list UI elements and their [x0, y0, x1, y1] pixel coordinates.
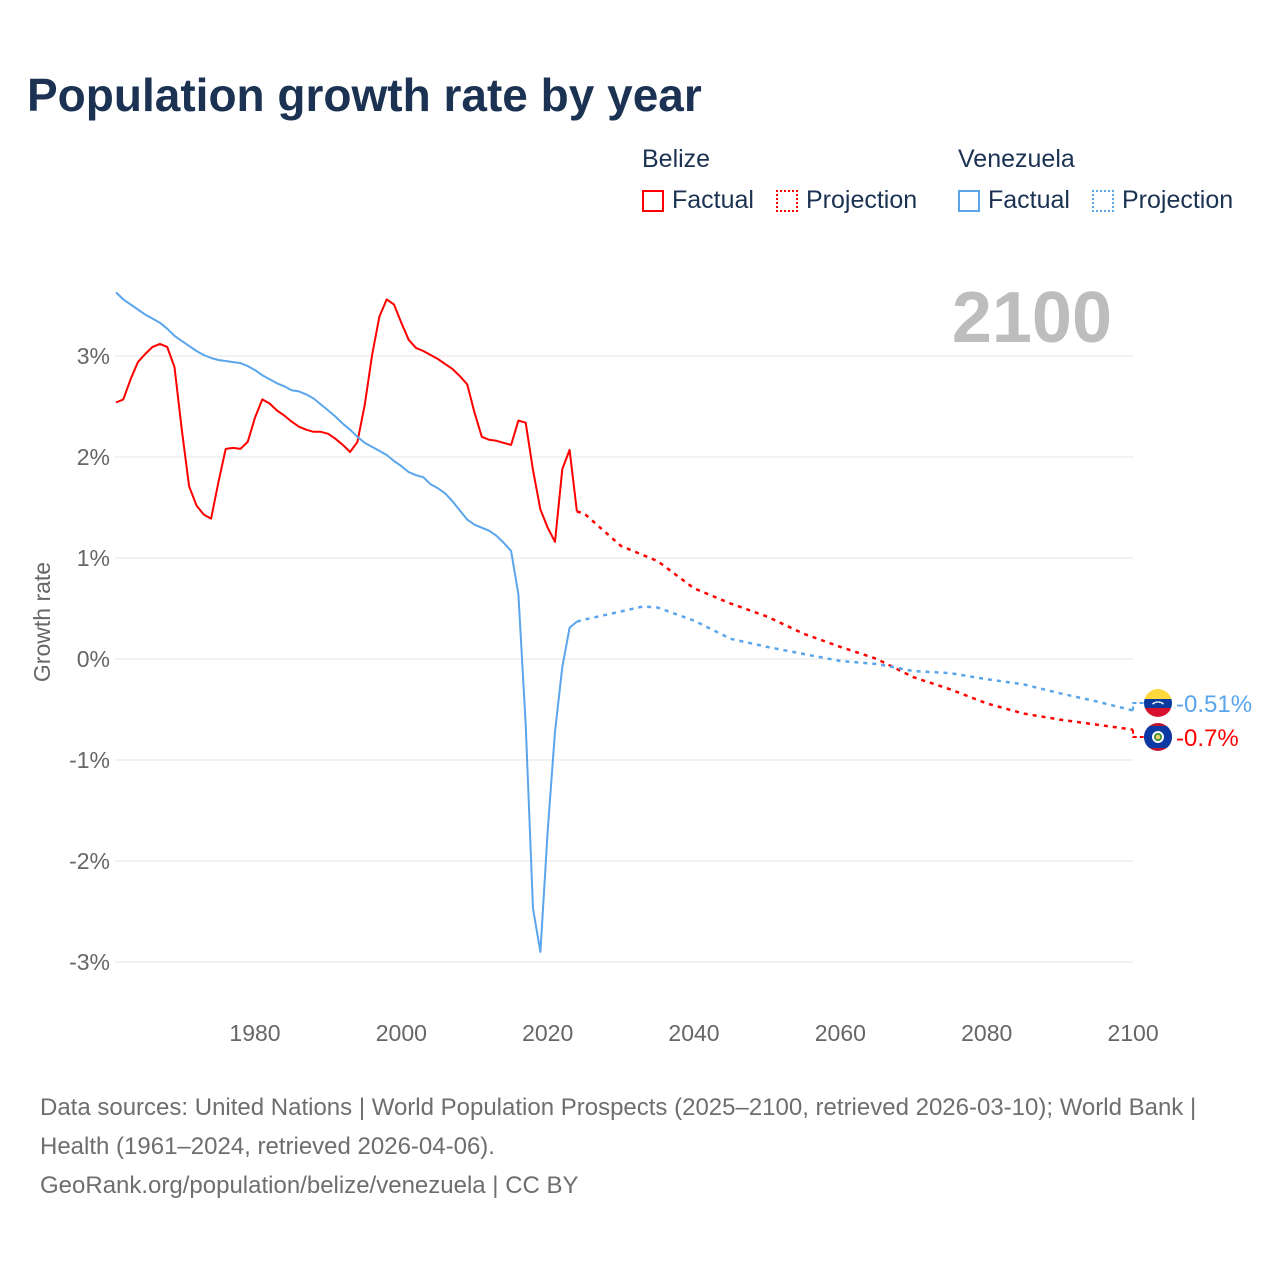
x-tick-label: 2040 [668, 1020, 719, 1046]
legend-venezuela-factual[interactable]: Factual [958, 186, 1070, 215]
y-axis-label: Growth rate [29, 562, 55, 682]
x-tick-label: 1980 [229, 1020, 280, 1046]
venezuela-connector [1132, 702, 1144, 711]
legend-belize-factual[interactable]: Factual [642, 186, 754, 215]
venezuela-factual-line [115, 291, 578, 953]
legend-venezuela-projection[interactable]: Projection [1092, 186, 1233, 215]
legend-label: Projection [1122, 186, 1234, 214]
x-tick-label: 2100 [1107, 1020, 1158, 1046]
y-tick-label: -2% [69, 848, 110, 874]
belize-end-label: -0.7% [1176, 725, 1239, 752]
chart-title: Population growth rate by year [27, 69, 702, 121]
x-tick-label: 2060 [815, 1020, 866, 1046]
source-link[interactable]: GeoRank.org/population/belize/venezuela … [40, 1172, 579, 1199]
belize-factual-line [115, 298, 578, 543]
y-tick-label: -1% [69, 747, 110, 773]
legend-group-venezuela: Venezuela [958, 145, 1075, 173]
y-tick-label: -3% [69, 949, 110, 975]
y-tick-label: 2% [77, 444, 110, 470]
legend-belize-projection[interactable]: Projection [776, 186, 917, 215]
footer: Data sources: United Nations | World Pop… [40, 1088, 1240, 1205]
dotted-swatch-icon [1092, 189, 1114, 212]
legend-label: Factual [988, 186, 1070, 214]
y-tick-label: 0% [77, 646, 110, 672]
x-tick-label: 2000 [376, 1020, 427, 1046]
venezuela-end-label: -0.51% [1176, 691, 1252, 718]
venezuela-flag-icon [1144, 689, 1172, 717]
venezuela-projection-line [576, 605, 1134, 712]
belize-flag-icon [1144, 723, 1172, 751]
dotted-swatch-icon [776, 189, 798, 212]
legend-label: Projection [806, 186, 918, 214]
legend-group-belize: Belize [642, 145, 711, 173]
solid-swatch-icon [958, 189, 980, 212]
y-tick-label: 3% [77, 343, 110, 369]
solid-swatch-icon [642, 189, 664, 212]
x-tick-label: 2080 [961, 1020, 1012, 1046]
y-tick-label: 1% [77, 545, 110, 571]
belize-connector [1132, 729, 1144, 738]
belize-projection-line [576, 510, 1134, 731]
year-label: 2100 [952, 278, 1112, 358]
data-sources: Data sources: United Nations | World Pop… [40, 1094, 1197, 1160]
x-tick-label: 2020 [522, 1020, 573, 1046]
legend-label: Factual [672, 186, 754, 214]
